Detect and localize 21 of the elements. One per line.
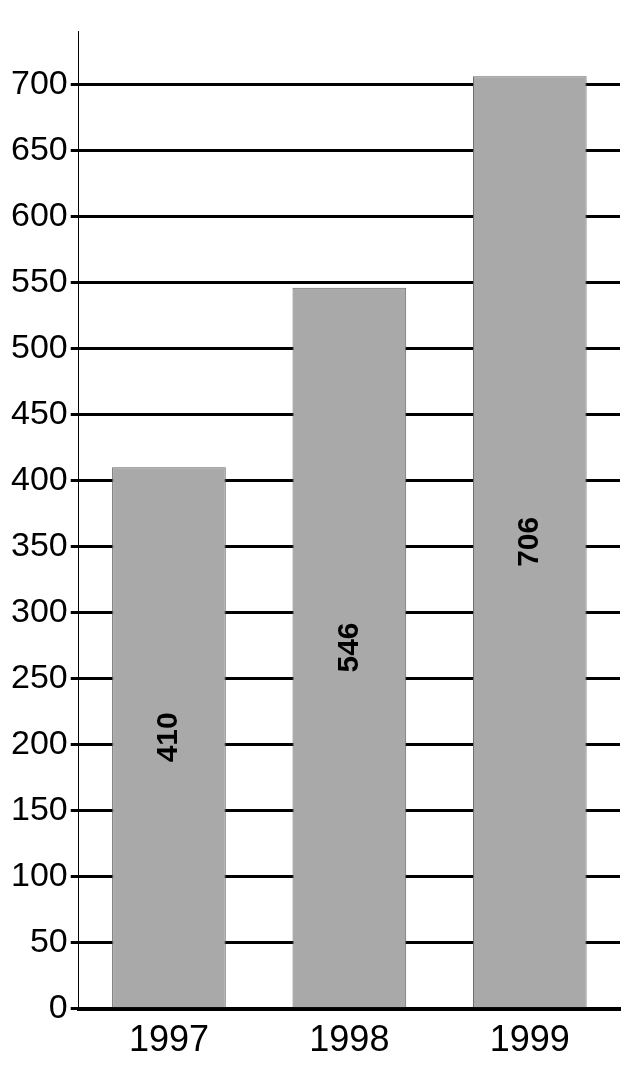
y-tick-label: 700 [10, 62, 68, 101]
data-label: 410 [150, 712, 184, 763]
y-tick-label: 500 [10, 326, 68, 365]
y-tick-label: 200 [10, 723, 68, 762]
data-label: 546 [330, 622, 364, 673]
x-tick-label: 1999 [489, 1018, 570, 1060]
y-tick-label: 450 [10, 392, 68, 431]
y-tick-label: 100 [10, 855, 68, 894]
y-tick-label: 0 [48, 987, 68, 1026]
y-tick-label: 650 [10, 128, 68, 167]
y-tick-label: 150 [10, 789, 68, 828]
y-tick-label: 600 [10, 194, 68, 233]
data-label: 706 [511, 516, 545, 567]
y-tick-label: 250 [10, 656, 68, 695]
y-tick-label: 50 [29, 921, 68, 960]
y-tick-label: 300 [10, 590, 68, 629]
y-tick-label: 550 [10, 260, 68, 299]
x-tick-label: 1997 [128, 1018, 209, 1060]
y-tick-label: 350 [10, 524, 68, 563]
x-tick-label: 1998 [309, 1018, 390, 1060]
y-tick-label: 400 [10, 458, 68, 497]
